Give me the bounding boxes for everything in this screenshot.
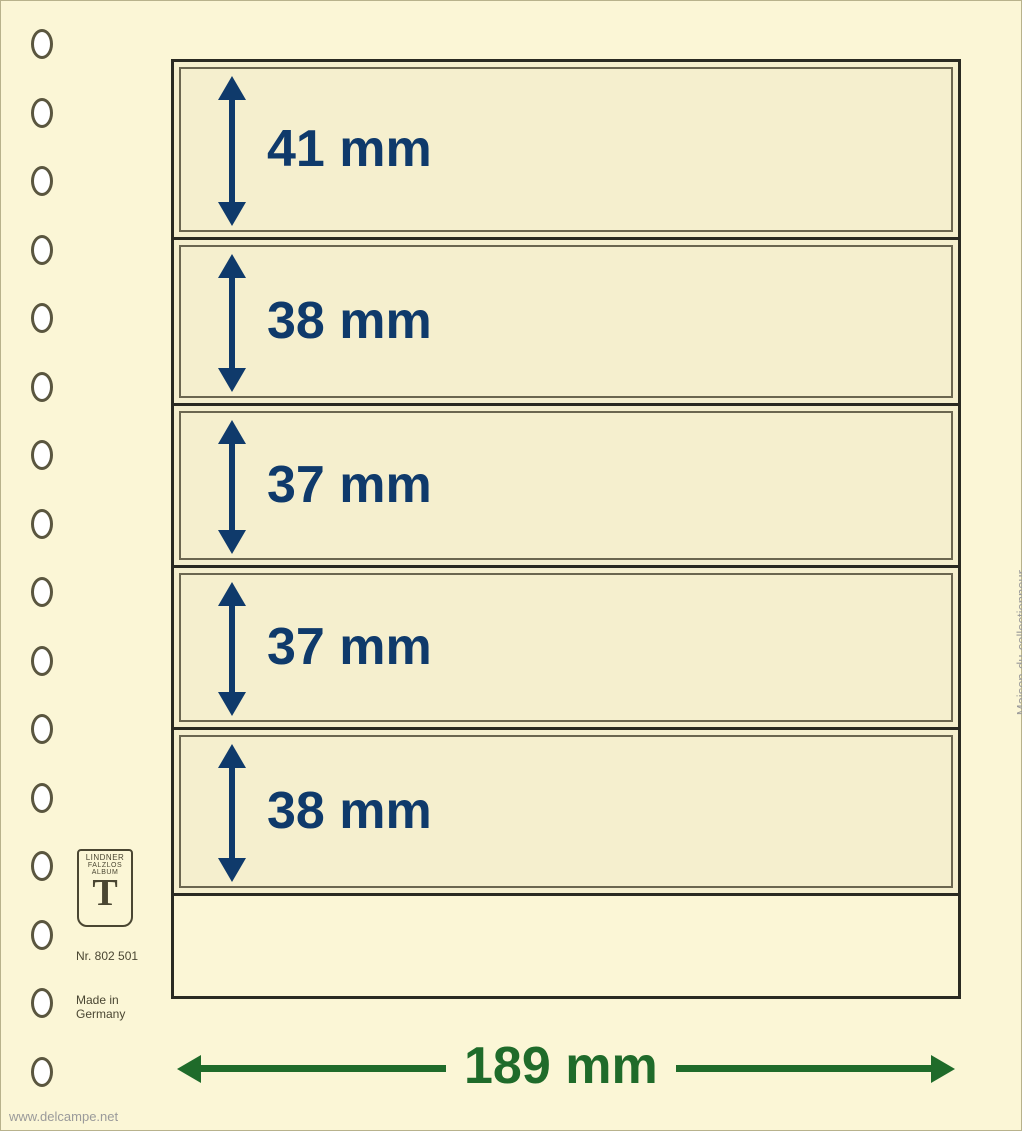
arrow-head-down-icon [218,202,246,226]
binder-hole [31,440,53,470]
arrow-head-up-icon [218,76,246,100]
pocket-strip: 38 mm [174,240,958,406]
strip-height-label: 41 mm [267,119,432,179]
strip-height-label: 37 mm [267,455,432,515]
pocket-strip: 37 mm [174,568,958,730]
arrow-head-down-icon [218,692,246,716]
binder-hole [31,303,53,333]
arrow-head-down-icon [218,530,246,554]
height-arrow-line [229,98,235,204]
frame-width-label: 189 mm [446,1036,676,1096]
logo-line1: FALZLOS [79,862,131,869]
arrow-head-right-icon [931,1055,955,1083]
strips-container: 41 mm 38 mm 37 mm 37 mm 38 mm [174,62,958,996]
pocket-strip: 37 mm [174,406,958,568]
pocket-strip: 41 mm [174,62,958,240]
watermark-bottom-left: www.delcampe.net [9,1109,118,1124]
made-in-line1: Made in [76,993,119,1007]
binder-hole [31,29,53,59]
logo-brand: LINDNER [79,851,131,862]
binder-hole [31,920,53,950]
binder-hole [31,509,53,539]
binder-hole [31,166,53,196]
product-code: Nr. 802 501 [76,949,138,963]
binder-hole [31,714,53,744]
arrow-head-down-icon [218,368,246,392]
binder-holes [1,1,71,1132]
height-arrow-line [229,442,235,532]
brand-logo: LINDNER FALZLOS ALBUM T [76,849,134,927]
binder-hole [31,577,53,607]
binder-hole [31,783,53,813]
binder-hole [31,646,53,676]
arrow-head-up-icon [218,582,246,606]
arrow-head-up-icon [218,254,246,278]
binder-hole [31,235,53,265]
binder-hole [31,851,53,881]
arrow-head-up-icon [218,744,246,768]
binder-hole [31,372,53,402]
watermark-right: Maison-du-collectionneur [1014,566,1022,715]
arrow-head-down-icon [218,858,246,882]
height-arrow-line [229,766,235,860]
logo-letter: T [79,876,131,910]
content-frame: 41 mm 38 mm 37 mm 37 mm 38 mm [171,59,961,999]
made-in-line2: Germany [76,1007,125,1021]
binder-hole [31,98,53,128]
binder-hole [31,988,53,1018]
logo-shield: LINDNER FALZLOS ALBUM T [77,849,133,927]
height-arrow-line [229,604,235,694]
made-in: Made in Germany [76,993,125,1021]
binder-hole [31,1057,53,1087]
arrow-head-left-icon [177,1055,201,1083]
arrow-head-up-icon [218,420,246,444]
strip-height-label: 38 mm [267,781,432,841]
strip-height-label: 37 mm [267,617,432,677]
pocket-strip: 38 mm [174,730,958,896]
album-page: 41 mm 38 mm 37 mm 37 mm 38 mm LINDNER FALZLO… [0,0,1022,1131]
height-arrow-line [229,276,235,370]
strip-height-label: 38 mm [267,291,432,351]
